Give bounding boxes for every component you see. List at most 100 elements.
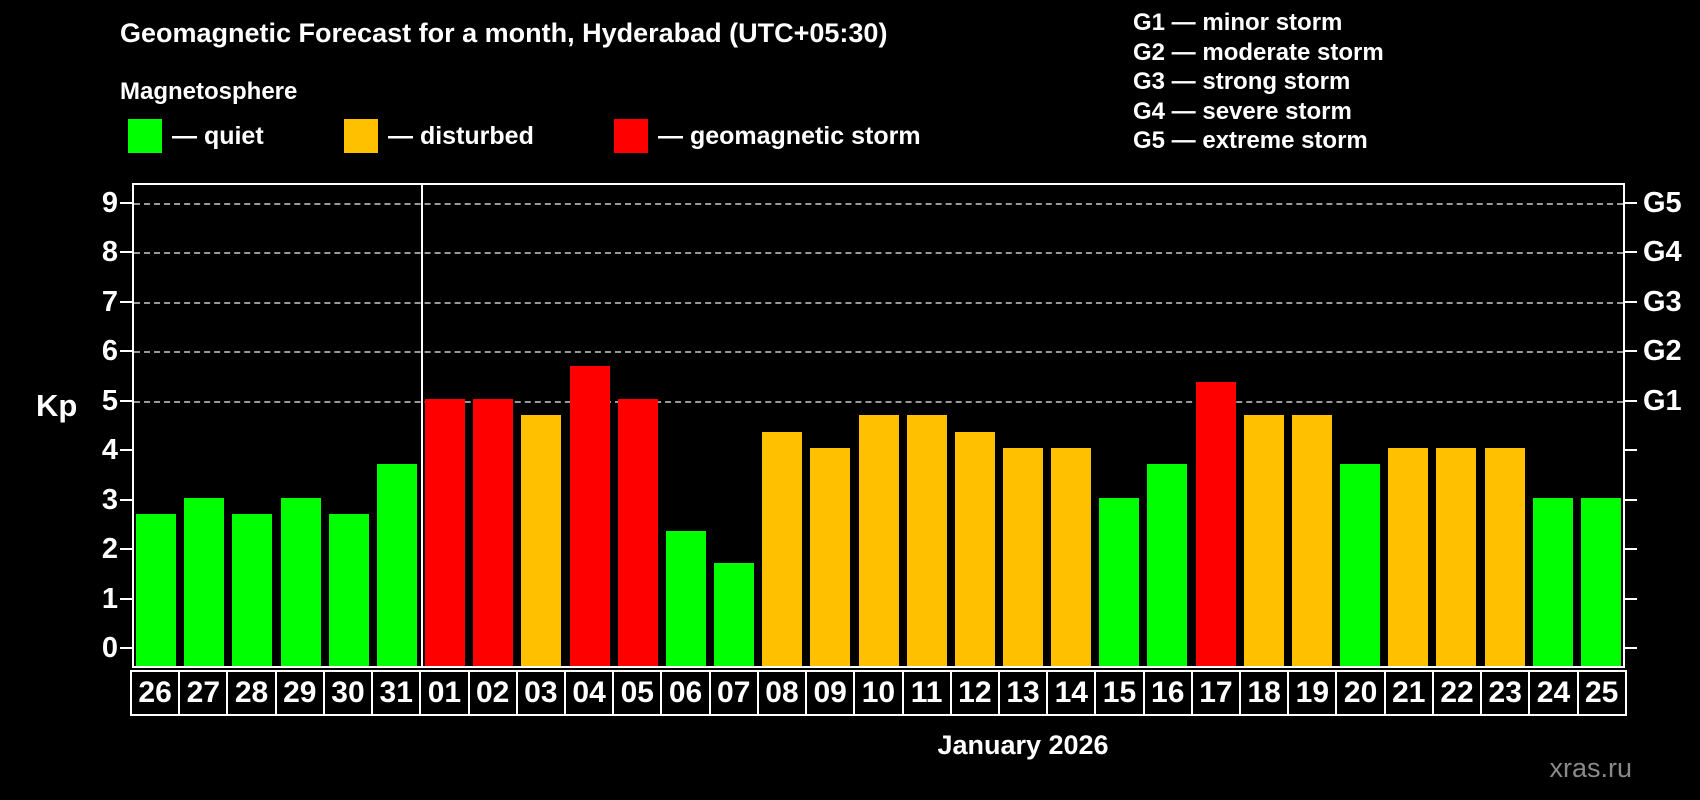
page-title: Geomagnetic Forecast for a month, Hydera… [120, 18, 888, 48]
right-axis-label-g5: G5 [1643, 186, 1682, 219]
day-label-02: 02 [470, 672, 518, 714]
left-tick-kp-6 [120, 350, 132, 353]
bar-day-22 [1436, 448, 1477, 666]
left-tick-kp-5 [120, 399, 132, 402]
right-axis-label-g2: G2 [1643, 335, 1682, 368]
day-label-03: 03 [518, 672, 566, 714]
legend-label-storm: — geomagnetic storm [658, 121, 921, 150]
right-tick-kp-2 [1625, 548, 1637, 551]
bar-day-16 [1147, 464, 1188, 666]
right-axis-label-g3: G3 [1643, 285, 1682, 318]
left-tick-kp-2 [120, 548, 132, 551]
day-label-29: 29 [277, 672, 325, 714]
gridline-kp-5 [134, 400, 1623, 403]
day-label-26: 26 [132, 672, 181, 714]
legend-label-disturbed: — disturbed [388, 121, 534, 150]
bar-day-12 [954, 431, 995, 666]
day-label-25: 25 [1584, 676, 1619, 709]
day-label-18: 18 [1241, 672, 1290, 714]
g-scale-legend: G1 — minor storm G2 — moderate storm G3 … [1133, 8, 1384, 156]
month-label: January 2026 [937, 730, 1109, 760]
day-label-04: 04 [566, 672, 615, 714]
bar-day-11 [906, 414, 947, 666]
right-tick-kp-6 [1625, 350, 1637, 353]
bar-day-07 [714, 563, 755, 666]
gridline-kp-9 [134, 202, 1623, 205]
bar-day-14 [1051, 448, 1092, 666]
legend-item-quiet: — quiet [128, 118, 264, 154]
day-label-21: 21 [1386, 672, 1434, 714]
bar-day-19 [1291, 414, 1332, 666]
day-label-22: 22 [1434, 672, 1483, 714]
day-label-16: 16 [1145, 672, 1193, 714]
day-label-13: 13 [1000, 672, 1049, 714]
bar-day-09 [810, 448, 851, 666]
g-legend-line-g2: G2 — moderate storm [1133, 38, 1384, 66]
y-tick-label-8: 8 [101, 236, 118, 269]
right-tick-kp-1 [1625, 597, 1637, 600]
y-tick-label-6: 6 [101, 335, 118, 368]
bar-day-04 [569, 365, 610, 666]
right-tick-kp-7 [1625, 300, 1637, 303]
day-label-28: 28 [228, 672, 277, 714]
day-label-11: 11 [904, 672, 952, 714]
day-label-24: 24 [1530, 672, 1579, 714]
right-tick-kp-4 [1625, 449, 1637, 452]
disturbed-swatch-icon [344, 119, 378, 153]
bar-day-26 [136, 513, 177, 666]
y-tick-label-4: 4 [101, 434, 118, 467]
day-label-27: 27 [180, 672, 229, 714]
quiet-swatch-icon [128, 119, 162, 153]
day-label-30: 30 [325, 672, 374, 714]
bar-day-08 [762, 431, 803, 666]
bar-day-10 [858, 414, 899, 666]
bar-day-24 [1532, 497, 1573, 666]
bar-day-27 [184, 497, 225, 666]
day-label-07: 07 [711, 672, 759, 714]
left-tick-kp-9 [120, 201, 132, 204]
bar-day-25 [1580, 497, 1621, 666]
y-tick-label-9: 9 [101, 186, 118, 219]
bar-day-21 [1388, 448, 1429, 666]
g-legend-line-g4: G4 — severe storm [1133, 97, 1352, 125]
day-label-17: 17 [1193, 672, 1242, 714]
day-label-31: 31 [373, 672, 422, 714]
right-tick-kp-9 [1625, 201, 1637, 204]
bar-day-31 [376, 464, 417, 666]
storm-swatch-icon [614, 119, 648, 153]
month-separator-line [420, 185, 423, 666]
right-tick-kp-8 [1625, 251, 1637, 254]
bar-day-02 [473, 398, 514, 666]
y-tick-label-0: 0 [101, 632, 118, 664]
left-tick-kp-0 [120, 647, 132, 649]
bar-day-01 [425, 398, 466, 666]
left-tick-kp-1 [120, 597, 132, 600]
day-label-14: 14 [1048, 672, 1097, 714]
day-label-12: 12 [952, 672, 1000, 714]
y-axis-title-kp: Kp [36, 388, 78, 423]
g-legend-line-g3: G3 — strong storm [1133, 68, 1351, 95]
day-label-15: 15 [1096, 672, 1145, 714]
bar-day-06 [665, 530, 706, 666]
left-tick-kp-4 [120, 449, 132, 452]
bar-day-29 [280, 497, 321, 666]
left-tick-kp-8 [120, 251, 132, 254]
g-legend-line-g1: G1 — minor storm [1133, 9, 1343, 36]
day-labels-row: 26 27 28 29 30 31 01 02 03 04 05 06 07 08 09 10 11 12 13 14… [130, 670, 1627, 716]
bar-day-03 [521, 414, 562, 666]
day-label-19: 19 [1289, 672, 1338, 714]
day-label-01: 01 [421, 672, 470, 714]
left-tick-kp-7 [120, 300, 132, 303]
legend-item-storm: — geomagnetic storm [614, 118, 921, 154]
legend-item-disturbed: — disturbed [344, 118, 534, 154]
day-label-05: 05 [614, 672, 663, 714]
bar-day-30 [328, 513, 369, 666]
watermark: xras.ru [1549, 753, 1632, 783]
gridline-kp-6 [134, 351, 1623, 354]
y-tick-label-5: 5 [101, 384, 118, 417]
y-tick-label-3: 3 [101, 483, 118, 516]
gridline-kp-7 [134, 301, 1623, 304]
day-label-09: 09 [807, 672, 856, 714]
right-tick-kp-0 [1625, 647, 1637, 649]
right-axis-label-g1: G1 [1643, 384, 1682, 417]
